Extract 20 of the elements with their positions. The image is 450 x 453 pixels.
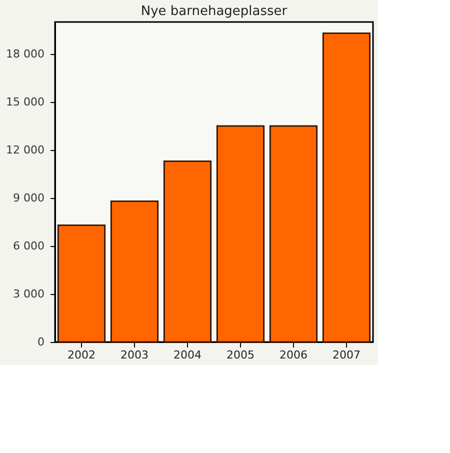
x-tick-label: 2002 <box>68 348 96 362</box>
y-tick-label: 18 000 <box>6 48 44 60</box>
bar <box>322 32 371 343</box>
bar <box>216 125 265 343</box>
y-tick-label: 3 000 <box>13 288 44 300</box>
y-tick-label: 9 000 <box>13 192 44 204</box>
bar <box>110 200 159 343</box>
bar <box>269 125 318 343</box>
x-tick-label: 2003 <box>120 348 148 362</box>
y-tick-label: 12 000 <box>6 144 44 156</box>
x-tick-label: 2006 <box>280 348 308 362</box>
y-tick-label: 0 <box>38 336 44 348</box>
bar <box>57 224 106 343</box>
x-tick-label: 2007 <box>332 348 360 362</box>
y-tick-label: 15 000 <box>6 96 44 108</box>
bar <box>163 160 212 343</box>
x-tick-label: 2005 <box>226 348 254 362</box>
x-tick-label: 2004 <box>174 348 202 362</box>
y-tick-label: 6 000 <box>13 240 44 252</box>
chart-title: Nye barnehageplasser <box>140 4 288 19</box>
